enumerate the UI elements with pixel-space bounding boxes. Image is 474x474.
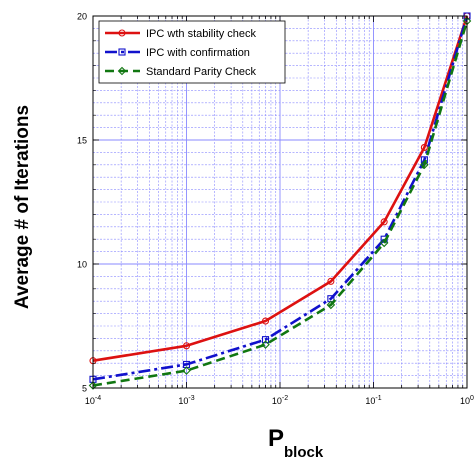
y-tick-label: 20 — [77, 12, 87, 22]
x-axis-title-sub: block — [284, 444, 324, 461]
y-axis-title: Average # of Iterations — [12, 105, 33, 309]
legend-entry: IPC with confirmation — [105, 47, 250, 59]
series-point-diamond — [182, 366, 191, 375]
legend-entry: IPC wth stability check — [105, 28, 257, 40]
legend-label: IPC wth stability check — [146, 28, 257, 40]
x-tick-label-exponent: -4 — [95, 395, 101, 402]
series-line — [92, 15, 469, 381]
x-tick-label-base: 10 — [85, 396, 95, 406]
series-point-square — [261, 336, 270, 344]
series-point-diamond — [420, 160, 429, 170]
y-tick-label: 5 — [82, 384, 87, 394]
x-tick-label: 10-1 — [365, 395, 381, 406]
x-tick-label-base: 10 — [178, 396, 188, 406]
x-tick-label-exponent: -2 — [282, 395, 288, 402]
series-point-circle — [420, 143, 428, 151]
x-tick-label-base: 10 — [365, 396, 375, 406]
x-tick-label-base: 10 — [460, 396, 470, 406]
x-tick-label-base: 10 — [272, 396, 282, 406]
y-tick-label: 15 — [77, 136, 87, 146]
legend-entry: Standard Parity Check — [105, 66, 257, 78]
series-3 — [88, 16, 472, 390]
x-tick-label-exponent: 0 — [470, 395, 474, 402]
series-point-circle — [118, 29, 126, 37]
y-tick-label: 10 — [77, 260, 87, 270]
x-tick-label-exponent: -3 — [188, 395, 194, 402]
series-point-diamond — [261, 340, 270, 349]
series-point-square — [118, 48, 126, 56]
series-point-circle — [380, 218, 388, 226]
series-point-diamond — [88, 381, 98, 390]
x-tick-label-exponent: -1 — [375, 395, 381, 402]
series-point-circle — [327, 277, 335, 285]
series-point-diamond — [326, 300, 336, 310]
legend-label: Standard Parity Check — [146, 66, 257, 78]
x-axis-title: Pblock — [268, 425, 324, 461]
x-tick-label: 100 — [460, 395, 474, 406]
series-line — [92, 20, 469, 387]
x-axis-title-main: P — [268, 425, 284, 452]
series-layer — [88, 12, 472, 390]
series-point-diamond — [379, 238, 389, 248]
x-tick-label: 10-3 — [178, 395, 194, 406]
x-tick-label: 10-4 — [85, 395, 101, 406]
legend-label: IPC with confirmation — [146, 47, 250, 59]
x-tick-label: 10-2 — [272, 395, 288, 406]
series-point-circle — [182, 342, 191, 350]
series-point-circle — [261, 317, 270, 325]
series-line — [92, 15, 469, 362]
legend: IPC wth stability check IPC with confirma… — [98, 20, 286, 84]
series-point-diamond — [117, 66, 127, 76]
